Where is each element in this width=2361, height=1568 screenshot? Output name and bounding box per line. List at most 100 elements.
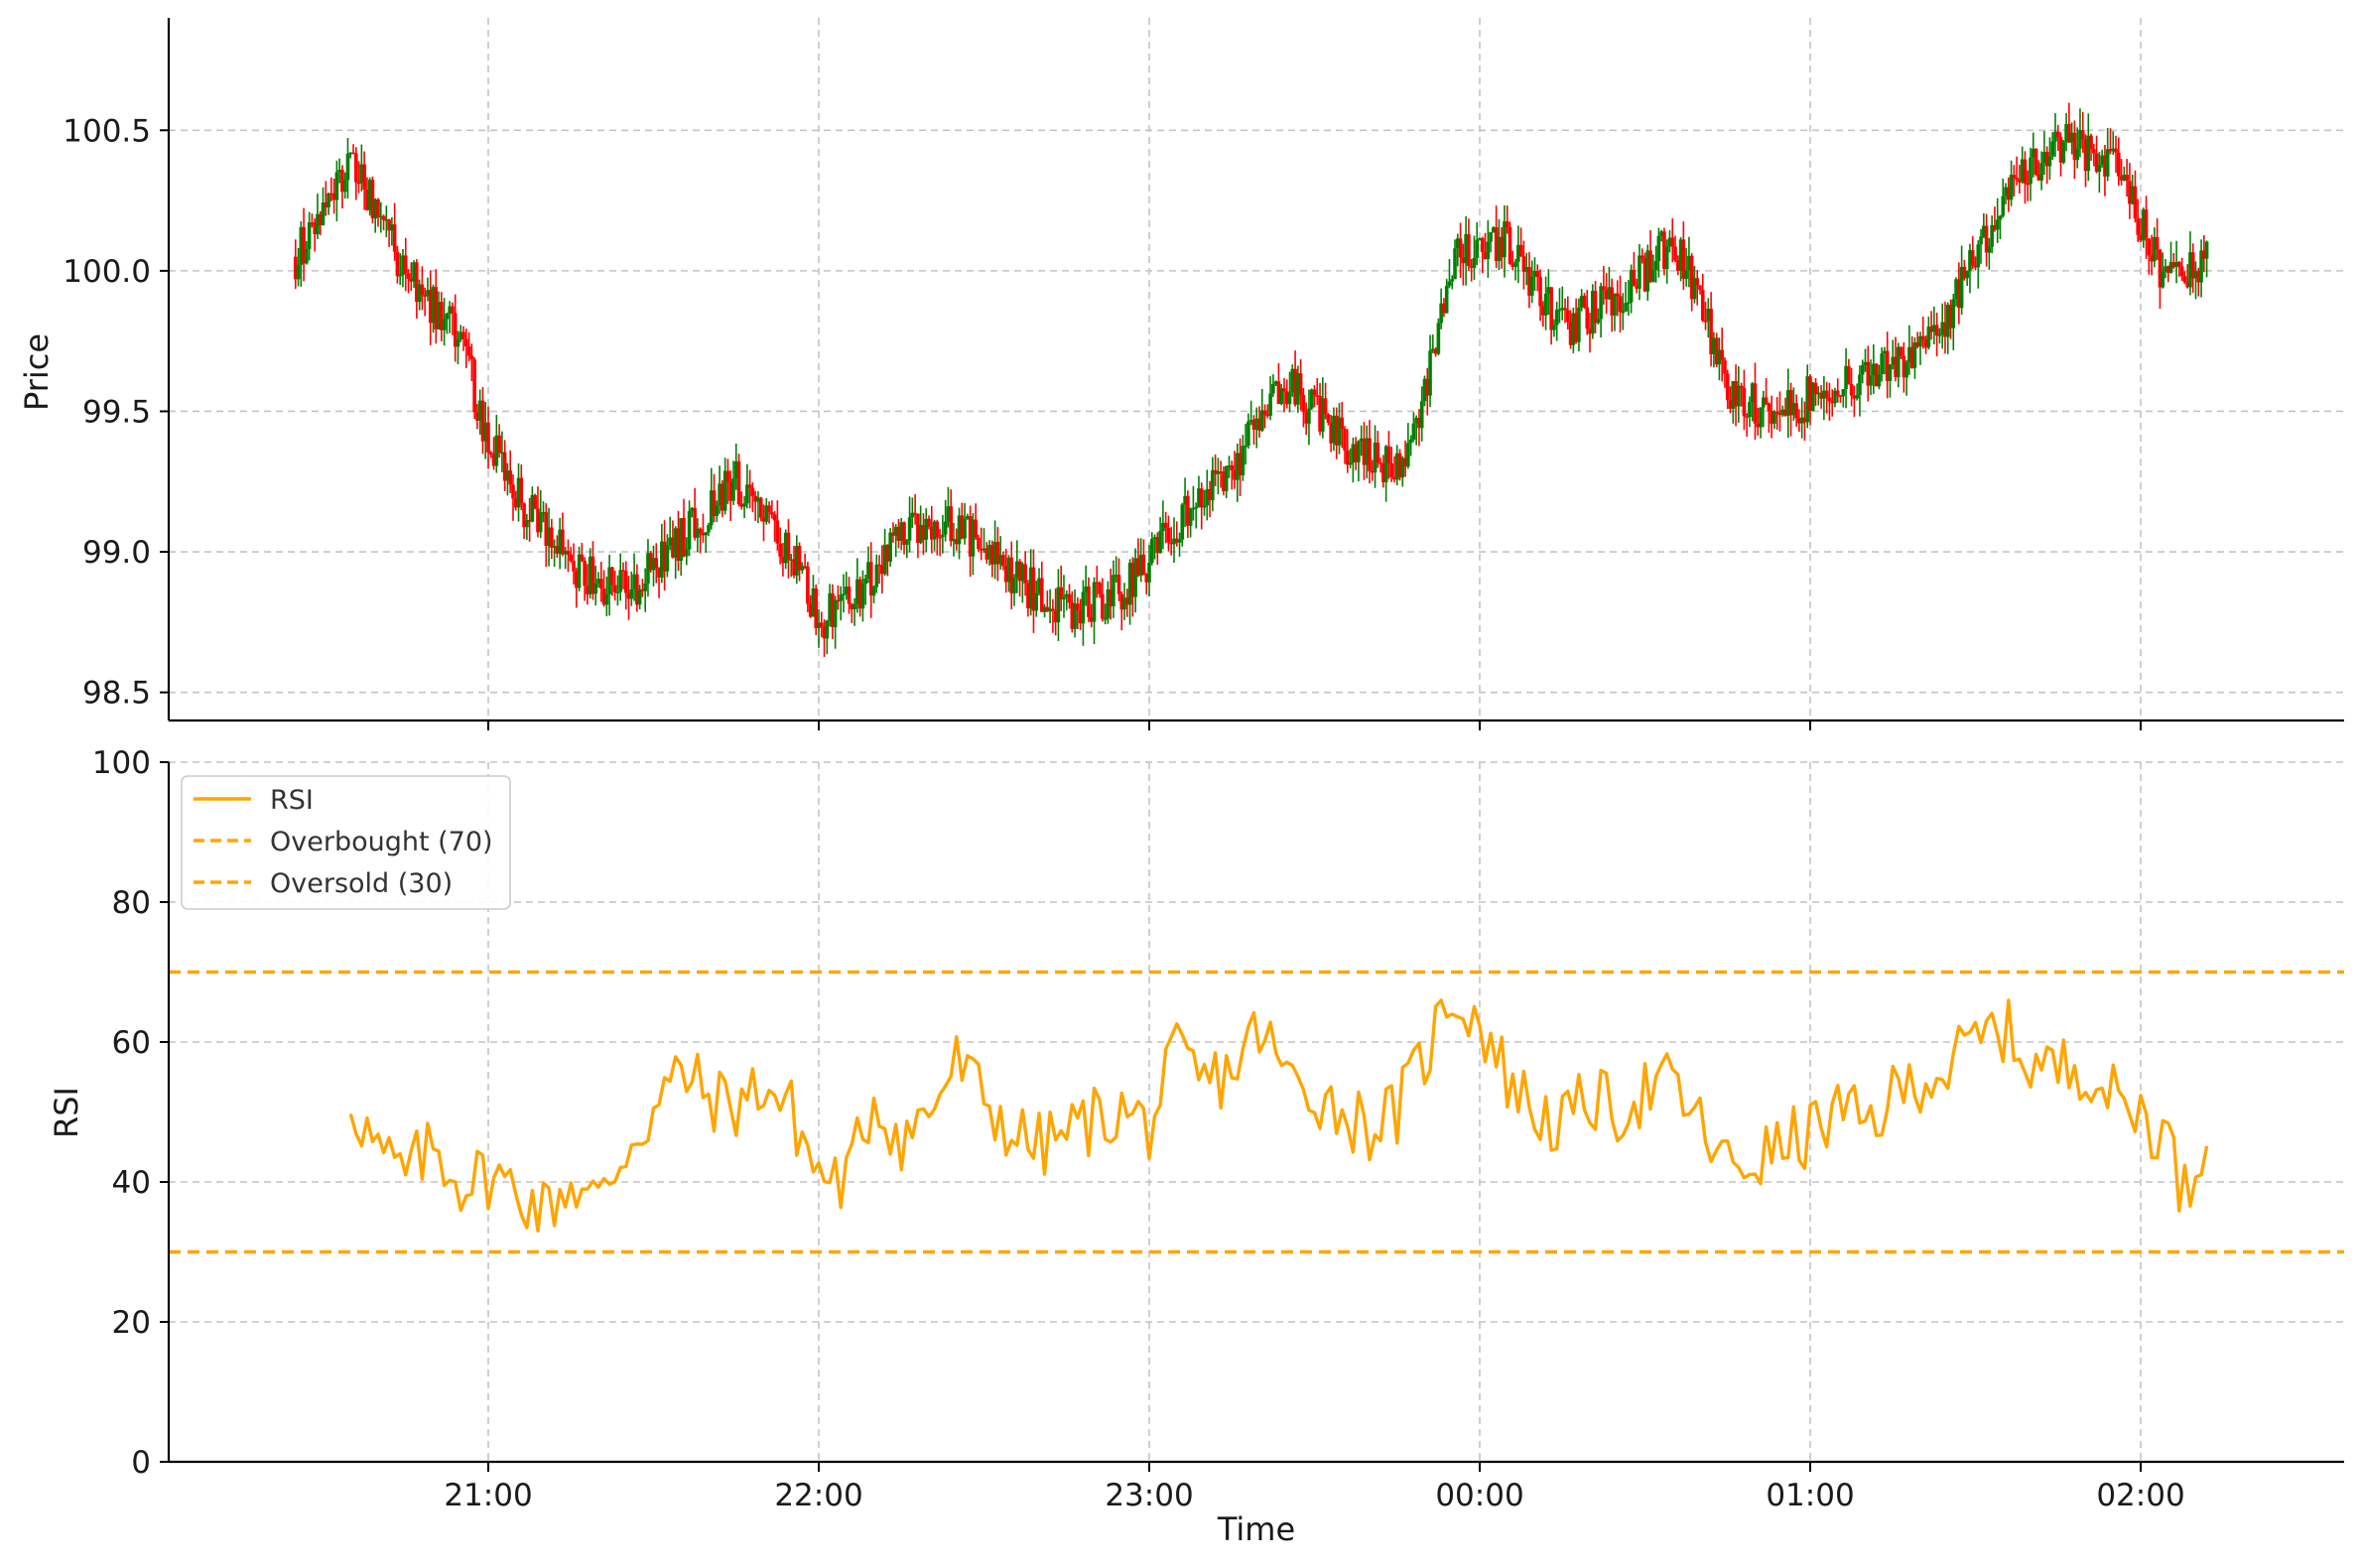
candle-body — [1513, 261, 1517, 267]
candle-body — [1670, 237, 1675, 247]
candle-body — [601, 588, 606, 605]
candle-body — [718, 483, 721, 506]
candle-body — [1762, 397, 1766, 408]
candle-body — [1505, 221, 1509, 227]
candle-body — [1211, 469, 1215, 500]
candle-body — [1293, 368, 1297, 405]
candle-body — [1315, 395, 1320, 397]
candle-body — [461, 331, 465, 339]
candle-body — [882, 544, 887, 575]
candle-body — [1965, 271, 1969, 279]
price-panel: 98.5 99.0 99.5 100.0 100.5 Price — [18, 18, 2344, 730]
candle-body — [1166, 527, 1171, 543]
candle-body — [1920, 335, 1925, 340]
candle-body — [1236, 453, 1240, 480]
candle-body — [701, 533, 706, 536]
x-tick-label: 00:00 — [1435, 1478, 1523, 1513]
candle-body — [1521, 256, 1526, 272]
candle-body — [1783, 409, 1787, 416]
candle-body — [1703, 321, 1708, 323]
candle-body — [296, 264, 301, 280]
candle-body — [519, 477, 524, 504]
candle-body — [1833, 390, 1837, 404]
candle-body — [781, 556, 785, 564]
candle-body — [1582, 296, 1587, 308]
candle-body — [1546, 287, 1551, 295]
candle-body — [853, 603, 856, 609]
candle-body — [899, 522, 904, 541]
candle-body — [733, 460, 738, 479]
candle-body — [1334, 415, 1339, 446]
candle-body — [1059, 587, 1063, 600]
candle-body — [1982, 225, 1986, 237]
candle-body — [800, 566, 805, 571]
candle-body — [1478, 238, 1482, 240]
price-y-tick-label: 99.5 — [82, 394, 151, 430]
candle-body — [960, 515, 965, 539]
candle-body — [1742, 387, 1747, 417]
candle-body — [1188, 508, 1193, 526]
candle-body — [860, 584, 865, 609]
candle-body — [1574, 313, 1578, 342]
candle-body — [466, 346, 471, 356]
candle-body — [1838, 395, 1843, 397]
candle-body — [1869, 375, 1873, 386]
candle-body — [2072, 132, 2077, 161]
candle-body — [1244, 446, 1247, 448]
candle-body — [2108, 149, 2113, 152]
candle-body — [778, 543, 782, 557]
candle-body — [1472, 257, 1477, 268]
candle-body — [2026, 183, 2031, 186]
candle-body — [676, 528, 681, 562]
candle-body — [1532, 270, 1537, 277]
candle-body — [2029, 157, 2033, 185]
candle-body — [825, 620, 830, 639]
candle-body — [935, 521, 940, 538]
candle-body — [1923, 339, 1928, 348]
candle-body — [1321, 398, 1325, 432]
candle-body — [1194, 506, 1198, 509]
candle-body — [747, 484, 752, 488]
candle-body — [1510, 263, 1515, 267]
candle-body — [1835, 390, 1840, 396]
candle-body — [1602, 286, 1606, 291]
candle-body — [293, 256, 298, 280]
candle-body — [1872, 363, 1876, 376]
candle-body — [1078, 610, 1083, 624]
candle-body — [1087, 586, 1091, 617]
candle-body — [1774, 411, 1779, 414]
candle-body — [1788, 390, 1793, 416]
candle-body — [1122, 597, 1126, 610]
candle-body — [502, 452, 507, 481]
candle-body — [1411, 423, 1416, 441]
candle-body — [1907, 346, 1911, 363]
candle-body — [1541, 306, 1545, 316]
candle-body — [541, 512, 546, 514]
candle-body — [2204, 241, 2209, 259]
candle-body — [929, 526, 934, 540]
candle-body — [1180, 504, 1185, 540]
candle-body — [586, 586, 590, 594]
candle-body — [445, 314, 450, 320]
candle-body — [558, 529, 562, 554]
candle-body — [1805, 376, 1810, 423]
candle-body — [946, 506, 951, 522]
candle-body — [1301, 394, 1306, 412]
candle-body — [1802, 417, 1807, 423]
candle-body — [924, 518, 929, 540]
candle-body — [954, 539, 959, 545]
candle-body — [758, 497, 763, 518]
candle-body — [1408, 440, 1413, 444]
legend-label-rsi: RSI — [270, 785, 314, 816]
candle-body — [588, 556, 592, 594]
candle-body — [1568, 322, 1573, 345]
candle-body — [1447, 281, 1452, 287]
candle-body — [739, 504, 744, 507]
candle-body — [618, 570, 622, 592]
candle-body — [2144, 209, 2149, 239]
candle-body — [1112, 575, 1115, 607]
candle-body — [712, 490, 717, 516]
candle-body — [1048, 608, 1052, 612]
price-candles — [293, 102, 2209, 658]
candle-body — [2023, 159, 2028, 184]
